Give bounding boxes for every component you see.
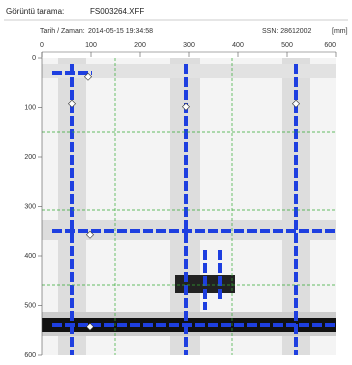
scan-report: Görüntü tarama: FS003264.XFF Tarih / Zam…: [0, 0, 352, 365]
ssn: SSN: 28612002: [262, 28, 312, 35]
x-tick-label: 500: [281, 42, 293, 49]
y-tick-label: 100: [24, 104, 36, 111]
date-label: Tarih / Zaman:: [40, 28, 85, 35]
unit: [mm]: [332, 28, 348, 35]
y-tick-label: 400: [24, 253, 36, 260]
date-value: 2014-05-15 19:34:58: [88, 28, 153, 35]
scan-label: Görüntü tarama:: [6, 7, 64, 16]
x-tick-label: 300: [183, 42, 195, 49]
x-tick-label: 400: [232, 42, 244, 49]
scan-image: [42, 58, 336, 355]
x-tick-label: 600: [324, 42, 336, 49]
x-tick-label: 200: [134, 42, 146, 49]
y-tick-label: 600: [24, 352, 36, 359]
page: Görüntü tarama: FS003264.XFF Tarih / Zam…: [0, 0, 352, 365]
rebar-shadow: [170, 58, 200, 355]
y-tick-label: 300: [24, 203, 36, 210]
file-name: FS003264.XFF: [90, 7, 144, 16]
y-tick-label: 500: [24, 302, 36, 309]
x-tick-label: 0: [40, 42, 44, 49]
y-tick-label: 0: [32, 55, 36, 62]
y-tick-label: 200: [24, 154, 36, 161]
x-tick-label: 100: [85, 42, 97, 49]
